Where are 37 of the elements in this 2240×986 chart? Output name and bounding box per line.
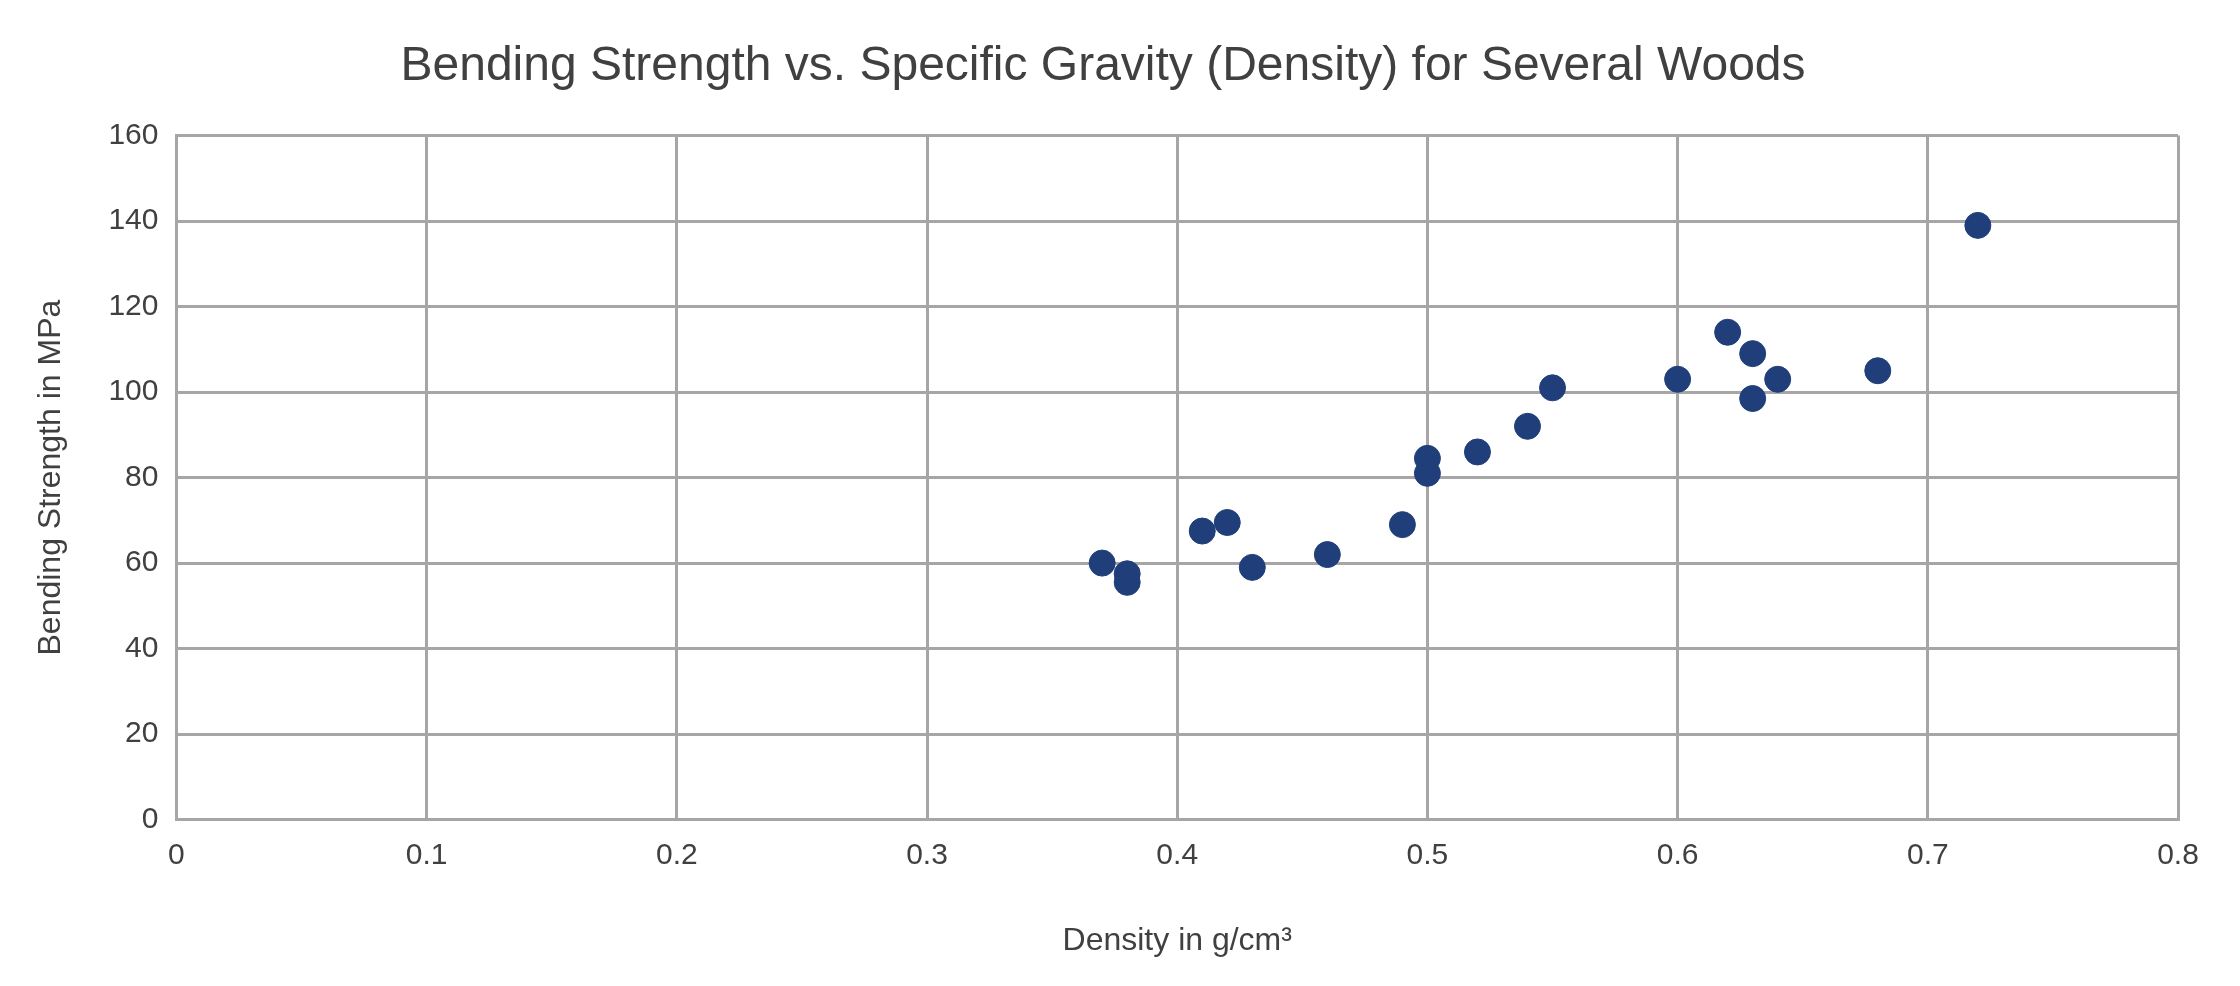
x-tick-label: 0.6 [1656,836,1699,870]
point [1238,553,1266,581]
y-axis-title: Bending Strength in MPa [31,299,68,656]
y-tick-label: 80 [125,458,159,492]
point [1764,365,1792,393]
x-tick-label: 0.5 [1406,836,1449,870]
y-tick-label: 20 [125,715,159,749]
point [1714,318,1742,346]
chart-title: Bending Strength vs. Specific Gravity (Density) for Several Woods [400,37,1806,91]
y-tick-label: 160 [108,116,159,150]
point [1388,511,1416,539]
x-tick-label: 0 [168,836,185,870]
y-tick-label: 40 [125,629,159,663]
point [1864,357,1892,385]
y-tick-label: 140 [108,202,159,236]
x-tick-label: 0.8 [2157,836,2199,870]
x-tick-label: 0.1 [405,836,448,870]
point [1664,365,1692,393]
x-axis-title: Density in g/cm³ [1062,920,1293,957]
point [1188,517,1216,545]
x-tick-label: 0.4 [1156,836,1199,870]
point [1514,412,1541,440]
point [1463,438,1491,466]
x-tick-label: 0.3 [906,836,948,870]
point [1313,541,1341,569]
point [1213,508,1241,536]
y-tick-label: 100 [108,373,159,407]
y-tick-label: 120 [108,287,159,321]
x-tick-label: 0.7 [1906,836,1949,870]
point [1539,374,1567,402]
point [1964,211,1992,239]
point [1088,549,1116,577]
point [1739,340,1767,368]
point [1739,385,1767,413]
y-tick-label: 60 [125,544,159,578]
x-tick-label: 0.2 [655,836,698,870]
y-tick-label: 0 [141,800,159,834]
